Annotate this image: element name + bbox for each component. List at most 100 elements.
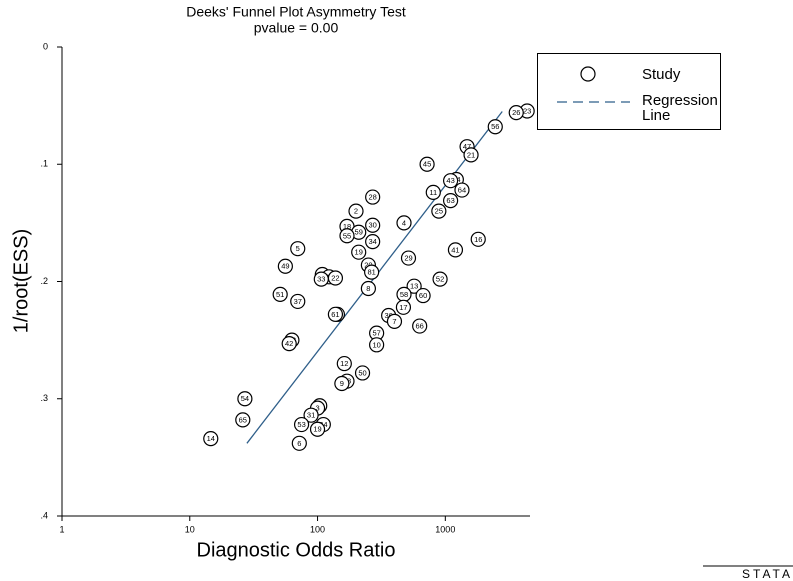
study-label: 37 (294, 297, 302, 306)
study-label: 54 (241, 394, 249, 403)
study-label: 2 (354, 207, 358, 216)
study-point (470, 231, 486, 247)
watermark: STATA (742, 567, 793, 581)
study-point (309, 421, 326, 437)
study-label: 60 (419, 291, 427, 300)
study-label: 57 (372, 329, 380, 338)
study-point (272, 286, 288, 302)
study-point (203, 431, 219, 447)
study-point (360, 280, 376, 297)
x-axis-label: Diagnostic Odds Ratio (197, 539, 396, 561)
y-tick-label: .2 (40, 276, 48, 286)
study-label: 9 (340, 379, 344, 388)
study-label: 59 (355, 228, 363, 237)
study-point (419, 156, 435, 172)
legend: Study Regression Line (537, 53, 721, 130)
study-label: 29 (404, 254, 412, 263)
study-label: 8 (366, 284, 370, 293)
study-point (412, 318, 428, 334)
study-label: 20 (364, 261, 372, 270)
study-label: 21 (467, 150, 475, 159)
legend-label: Regression Line (642, 92, 718, 124)
study-label: 4 (402, 218, 406, 227)
study-label: 41 (451, 245, 459, 254)
x-tick-label: 1 (59, 524, 64, 534)
chart-title: Deeks' Funnel Plot Asymmetry Test (186, 4, 406, 20)
legend-label: Study (642, 66, 681, 83)
study-label: 66 (416, 322, 424, 331)
study-label: 3 (315, 404, 319, 413)
chart-subtitle: pvalue = 0.00 (254, 20, 339, 36)
x-tick-label: 1000 (435, 524, 455, 534)
study-point (327, 306, 344, 322)
study-label: 42 (285, 339, 293, 348)
study-label: 61 (331, 310, 339, 319)
study-point (487, 119, 503, 135)
study-label: 50 (358, 368, 366, 377)
study-label: 56 (491, 122, 499, 131)
x-tick-label: 10 (185, 524, 195, 534)
study-point (334, 375, 350, 392)
study-point (400, 250, 417, 266)
y-tick-label: 0 (43, 41, 48, 51)
study-point (235, 412, 251, 428)
study-point (365, 189, 381, 205)
study-label: 11 (429, 188, 437, 197)
study-point (348, 203, 364, 219)
study-label: 19 (313, 425, 321, 434)
study-label: 12 (340, 359, 348, 368)
study-label: 55 (343, 231, 351, 240)
legend-keys (580, 66, 596, 82)
study-label: 19 (355, 248, 363, 257)
study-label: 6 (297, 439, 301, 448)
study-point (351, 244, 367, 260)
study-point (336, 355, 352, 372)
study-point (290, 293, 306, 310)
study-point (432, 271, 448, 287)
study-point (463, 147, 479, 163)
study-point (365, 234, 381, 250)
study-label: 22 (331, 273, 339, 282)
study-label: 36 (384, 311, 392, 320)
study-point (508, 105, 524, 121)
y-tick-label: .1 (40, 159, 48, 169)
study-point (365, 217, 381, 233)
study-point (454, 182, 470, 198)
study-point (291, 435, 307, 451)
study-label: 23 (523, 107, 531, 116)
study-label: 30 (368, 221, 376, 230)
y-tick-label: .3 (40, 393, 48, 403)
y-tick-label: .4 (40, 510, 48, 520)
study-label: 17 (399, 303, 407, 312)
study-point (237, 391, 253, 407)
study-label: 63 (446, 196, 454, 205)
legend-line-key (557, 101, 630, 103)
study-label: 53 (297, 420, 305, 429)
study-point (277, 258, 293, 274)
study-label: 51 (276, 290, 284, 299)
study-point (431, 203, 447, 219)
study-point (354, 365, 371, 381)
study-point (290, 241, 306, 257)
study-point (386, 313, 403, 329)
study-point (443, 173, 459, 189)
study-point (447, 242, 464, 258)
study-label: 5 (296, 244, 300, 253)
study-point (415, 287, 431, 304)
study-label: 45 (423, 160, 431, 169)
study-label: 7 (392, 317, 396, 326)
study-label: 65 (239, 415, 247, 424)
x-tick-label: 100 (310, 524, 325, 534)
study-label: 28 (368, 193, 376, 202)
study-label: 81 (367, 268, 375, 277)
study-point (313, 271, 329, 287)
study-label: 10 (372, 340, 380, 349)
legend-marker (580, 66, 596, 82)
study-label: 14 (207, 434, 215, 443)
study-point (281, 336, 297, 352)
study-label: 49 (281, 262, 289, 271)
study-label: 26 (512, 108, 520, 117)
study-point (425, 184, 441, 200)
